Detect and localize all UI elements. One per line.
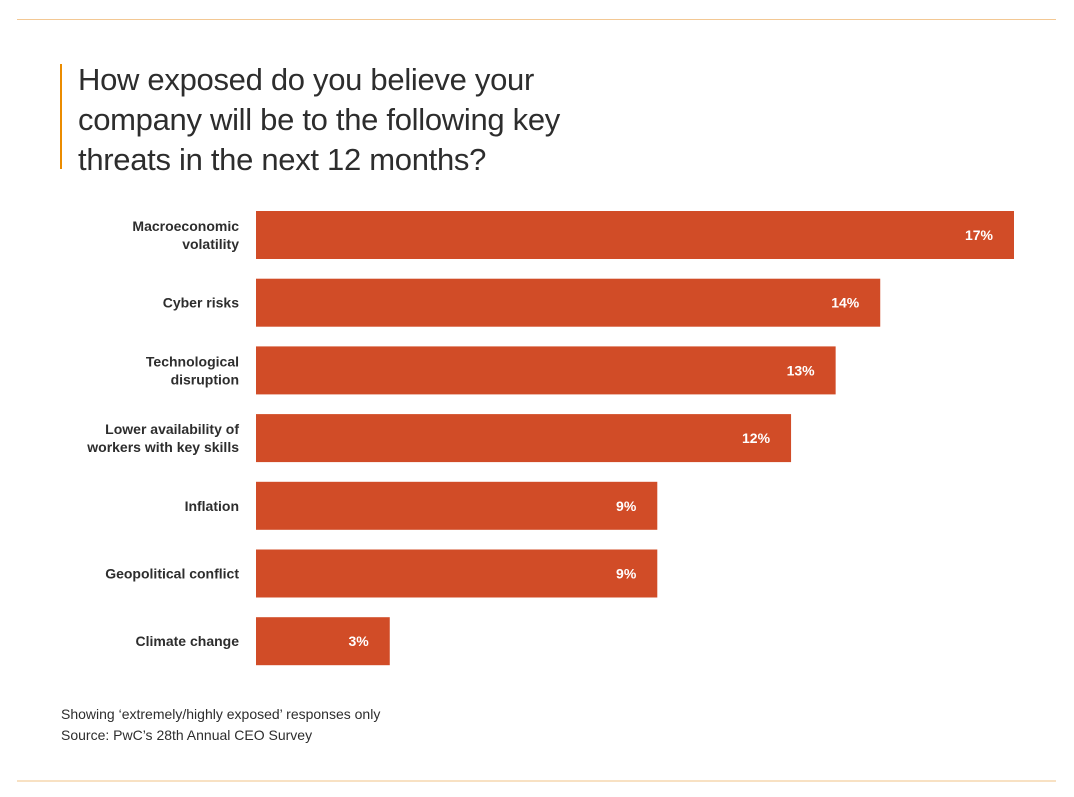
category-label: Lower availability of workers with key sk… — [86, 421, 239, 455]
bar — [256, 211, 1014, 259]
source-note: Source: PwC’s 28th Annual CEO Survey — [61, 727, 313, 743]
category-label: Technological disruption — [146, 353, 239, 387]
data-label: 3% — [349, 633, 370, 649]
category-label: Geopolitical conflict — [105, 566, 239, 582]
data-label: 17% — [965, 227, 994, 243]
data-label: 12% — [742, 430, 771, 446]
bottom-rule — [17, 780, 1056, 782]
bar — [256, 414, 792, 463]
chart-title: How exposed do you believe your company … — [78, 62, 561, 177]
bar — [256, 617, 390, 666]
data-label: 13% — [787, 362, 816, 378]
data-label: 9% — [616, 566, 637, 582]
category-label: Inflation — [185, 498, 239, 514]
category-label: Climate change — [136, 633, 240, 649]
title-accent-bar — [60, 64, 62, 169]
data-label: 14% — [831, 295, 860, 311]
bar — [256, 549, 658, 598]
bar — [256, 346, 836, 395]
category-label: Macroeconomic volatility — [132, 218, 239, 252]
data-label: 9% — [616, 498, 637, 514]
bar — [256, 278, 881, 327]
footnote: Showing ‘extremely/highly exposed’ respo… — [61, 706, 381, 722]
category-label: Cyber risks — [163, 295, 239, 311]
top-rule — [17, 19, 1056, 20]
bar — [256, 481, 658, 530]
